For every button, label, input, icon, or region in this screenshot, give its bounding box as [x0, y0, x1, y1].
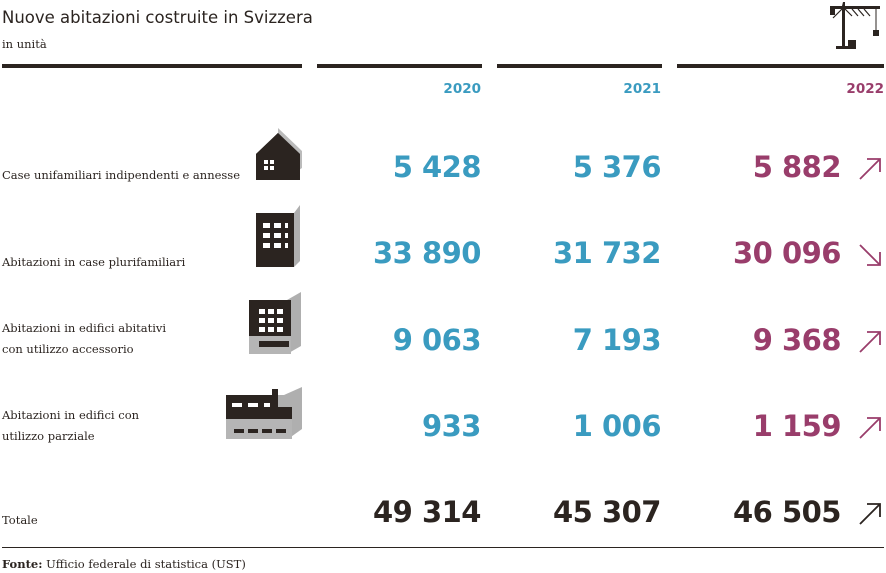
- header-rule-2021: [497, 64, 662, 68]
- row-label-line: Abitazioni in edifici abitativi: [2, 321, 167, 335]
- row-label-case-unifamiliari: Case unifamiliari indipendenti e annesse: [2, 165, 240, 186]
- row-label-edifici-parziale: Abitazioni in edifici con utilizzo parzi…: [2, 405, 139, 447]
- value-2022-row3: 9 368: [752, 323, 842, 357]
- total-value-2022: 46 505: [733, 495, 842, 529]
- row-label-case-plurifamiliari: Abitazioni in case plurifamiliari: [2, 252, 185, 273]
- row-label-edifici-abitativi: Abitazioni in edifici abitativi con util…: [2, 318, 166, 360]
- footer-rule: [2, 547, 884, 548]
- year-header-2022: 2022: [846, 81, 884, 97]
- trend-up-arrow-icon: [859, 158, 881, 180]
- value-2020-row4: 933: [421, 409, 482, 443]
- trend-down-arrow-icon: [859, 244, 881, 266]
- year-header-2021: 2021: [623, 81, 661, 97]
- value-2020-row3: 9 063: [392, 323, 482, 357]
- value-2020-row1: 5 428: [392, 150, 482, 184]
- apartment-building-icon: [256, 205, 300, 267]
- value-2021-row4: 1 006: [572, 409, 662, 443]
- value-2021-row2: 31 732: [553, 236, 662, 270]
- total-value-2021: 45 307: [553, 495, 662, 529]
- single-family-house-icon: [256, 128, 302, 180]
- trend-up-arrow-icon: [859, 331, 881, 353]
- source-note: Fonte: Ufficio federale di statistica (U…: [2, 557, 246, 571]
- value-2021-row3: 7 193: [572, 323, 662, 357]
- trend-up-arrow-icon: [859, 503, 881, 525]
- year-header-2020: 2020: [443, 81, 481, 97]
- total-label: Totale: [2, 513, 38, 527]
- construction-crane-icon: [830, 2, 880, 49]
- source-label: Fonte:: [2, 557, 43, 571]
- chart-title: Nuove abitazioni costruite in Svizzera: [2, 8, 313, 27]
- value-2022-row2: 30 096: [733, 236, 842, 270]
- value-2020-row2: 33 890: [373, 236, 482, 270]
- row-label-line: Abitazioni in case plurifamiliari: [2, 255, 186, 269]
- chart-subtitle: in unità: [2, 37, 47, 51]
- header-rule-2022: [677, 64, 884, 68]
- row-label-line: con utilizzo accessorio: [2, 342, 134, 356]
- row-label-line: utilizzo parziale: [2, 429, 95, 443]
- header-rule-2020: [317, 64, 482, 68]
- value-2021-row1: 5 376: [572, 150, 662, 184]
- header-rule-labels: [2, 64, 302, 68]
- partial-use-building-icon: [226, 387, 302, 439]
- value-2022-row1: 5 882: [752, 150, 842, 184]
- value-2022-row4: 1 159: [752, 409, 842, 443]
- trend-up-arrow-icon: [859, 417, 881, 439]
- row-label-line: Abitazioni in edifici con: [2, 408, 140, 422]
- total-value-2020: 49 314: [373, 495, 482, 529]
- source-text: Ufficio federale di statistica (UST): [46, 557, 246, 571]
- mixed-use-building-icon: [249, 292, 301, 354]
- row-label-line: Case unifamiliari indipendenti e annesse: [2, 168, 241, 182]
